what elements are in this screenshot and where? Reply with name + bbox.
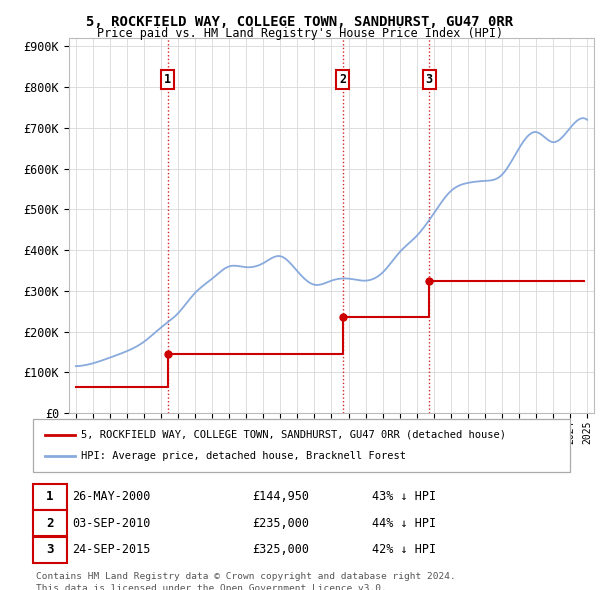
Text: 5, ROCKFIELD WAY, COLLEGE TOWN, SANDHURST, GU47 0RR (detached house): 5, ROCKFIELD WAY, COLLEGE TOWN, SANDHURS… <box>81 430 506 440</box>
Text: HPI: Average price, detached house, Bracknell Forest: HPI: Average price, detached house, Brac… <box>81 451 406 461</box>
Text: £235,000: £235,000 <box>252 517 309 530</box>
Text: 3: 3 <box>46 543 53 556</box>
Text: 1: 1 <box>164 73 172 86</box>
Text: 03-SEP-2010: 03-SEP-2010 <box>72 517 151 530</box>
Text: 24-SEP-2015: 24-SEP-2015 <box>72 543 151 556</box>
Text: 2: 2 <box>340 73 346 86</box>
Text: 26-MAY-2000: 26-MAY-2000 <box>72 490 151 503</box>
Text: 5, ROCKFIELD WAY, COLLEGE TOWN, SANDHURST, GU47 0RR: 5, ROCKFIELD WAY, COLLEGE TOWN, SANDHURS… <box>86 15 514 29</box>
Text: 2: 2 <box>46 517 53 530</box>
Text: 44% ↓ HPI: 44% ↓ HPI <box>372 517 436 530</box>
Text: £325,000: £325,000 <box>252 543 309 556</box>
Text: £144,950: £144,950 <box>252 490 309 503</box>
Text: 42% ↓ HPI: 42% ↓ HPI <box>372 543 436 556</box>
Text: This data is licensed under the Open Government Licence v3.0.: This data is licensed under the Open Gov… <box>36 584 387 590</box>
Text: Price paid vs. HM Land Registry's House Price Index (HPI): Price paid vs. HM Land Registry's House … <box>97 27 503 40</box>
Text: Contains HM Land Registry data © Crown copyright and database right 2024.: Contains HM Land Registry data © Crown c… <box>36 572 456 581</box>
Text: 43% ↓ HPI: 43% ↓ HPI <box>372 490 436 503</box>
Text: 1: 1 <box>46 490 53 503</box>
Text: 3: 3 <box>425 73 433 86</box>
